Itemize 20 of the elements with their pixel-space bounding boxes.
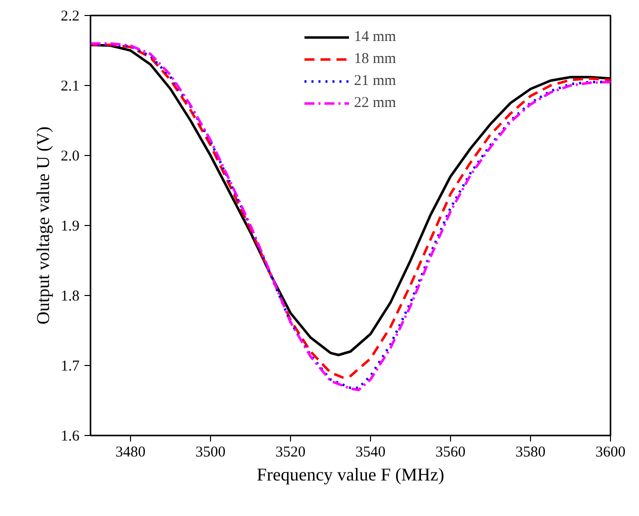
x-axis-title: Frequency value F (MHz) — [256, 464, 444, 484]
y-tick-label: 2.2 — [60, 8, 80, 24]
legend-label: 22 mm — [354, 94, 396, 112]
x-tick-label: 3580 — [516, 444, 546, 460]
x-tick-label: 3520 — [276, 444, 306, 460]
legend-label: 21 mm — [354, 72, 396, 90]
x-tick-label: 3500 — [196, 444, 226, 460]
x-tick-label: 3600 — [596, 444, 626, 460]
x-tick-label: 3540 — [356, 444, 386, 460]
legend-label: 14 mm — [354, 28, 396, 46]
x-tick-label: 3560 — [436, 444, 466, 460]
y-axis-title: Output voltage value U (V) — [32, 126, 53, 324]
y-tick-label: 1.6 — [60, 428, 80, 444]
y-tick-label: 1.8 — [60, 288, 80, 304]
x-tick-label: 3480 — [116, 444, 146, 460]
y-tick-label: 2.0 — [60, 148, 80, 164]
legend-label: 18 mm — [354, 50, 396, 68]
y-tick-label: 1.9 — [60, 218, 80, 234]
y-tick-label: 2.1 — [60, 78, 80, 94]
y-tick-label: 1.7 — [60, 358, 80, 374]
